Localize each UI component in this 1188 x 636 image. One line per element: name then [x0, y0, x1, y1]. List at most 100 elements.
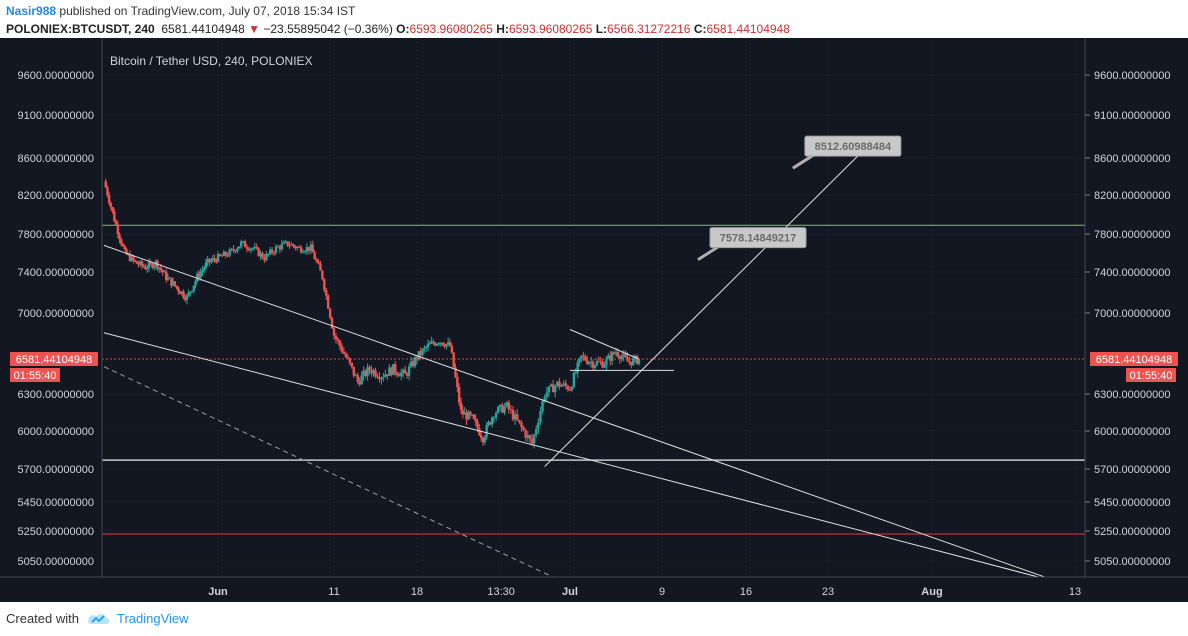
candle-body [330, 317, 334, 329]
candle-body [513, 414, 517, 420]
candle-body [632, 357, 635, 366]
candle-body [511, 409, 515, 420]
candle-body [298, 246, 301, 248]
candle-body [280, 243, 283, 250]
candle-body [216, 254, 220, 262]
candle-body [376, 376, 379, 378]
candle-body [390, 367, 393, 375]
candle-body [582, 355, 585, 357]
candle-body [199, 272, 202, 278]
candle-body [220, 255, 224, 257]
candle-body [541, 401, 544, 412]
candle-body [158, 267, 161, 269]
close-label: C: [693, 22, 707, 36]
candle-body [346, 356, 350, 359]
x-tick-label: 11 [328, 586, 339, 598]
high-label: H: [496, 22, 509, 36]
candle-body [580, 355, 583, 358]
candle-body [241, 241, 245, 243]
candle-body [591, 361, 595, 368]
candle-body [106, 187, 109, 196]
candle-body [125, 249, 128, 255]
y-tick-label-right: 6300.00000000 [1094, 389, 1170, 401]
candle-body [286, 241, 289, 246]
candle-body [587, 362, 591, 364]
candle-body [194, 281, 197, 286]
candle-body [637, 358, 641, 364]
candle-body [556, 381, 559, 387]
y-tick-label-left: 7400.00000000 [18, 267, 94, 279]
candle-body [213, 258, 216, 260]
candle-body [299, 247, 303, 253]
y-tick-label-right: 7400.00000000 [1094, 267, 1170, 279]
candle-body [574, 372, 577, 374]
candle-body [126, 254, 130, 256]
candle-body [434, 343, 437, 346]
candle-body [415, 357, 419, 360]
candle-body [454, 367, 457, 378]
candle-body [450, 345, 454, 353]
candle-body [399, 372, 403, 377]
candle-body [133, 260, 137, 262]
y-tick-label-left: 8200.00000000 [18, 190, 94, 202]
candle-body [441, 342, 444, 346]
candle-body [526, 435, 529, 438]
candle-body [166, 277, 170, 280]
candle-body [560, 385, 563, 387]
candle-body [226, 255, 229, 257]
candle-body [187, 292, 190, 296]
candle-body [196, 273, 199, 282]
candle-body [419, 351, 422, 355]
open-label: O: [396, 22, 410, 36]
y-tick-label-right: 5700.00000000 [1094, 464, 1170, 476]
candle-body [145, 268, 149, 270]
candle-body [467, 411, 470, 420]
candle-body [407, 366, 411, 376]
candle-body [445, 344, 448, 347]
candle-body [505, 402, 508, 407]
candle-body [309, 244, 312, 251]
candle-body [267, 253, 270, 255]
candle-body [116, 224, 120, 235]
candle-body [409, 361, 413, 367]
down-arrow-icon: ▼ [248, 22, 261, 36]
candle-body [171, 281, 175, 286]
candle-body [568, 389, 572, 391]
candle-body [362, 370, 365, 376]
candle-body [474, 418, 477, 422]
candle-body [348, 358, 352, 363]
candle-body [159, 267, 163, 270]
candle-body [211, 258, 215, 261]
candle-body [328, 308, 332, 318]
created-with-label: Created with [6, 611, 79, 626]
candle-body [628, 361, 631, 363]
candle-body [586, 360, 589, 364]
last-price-badge-left [10, 352, 98, 366]
candle-body [352, 366, 355, 376]
candle-body [485, 424, 488, 437]
candle-body [489, 422, 492, 425]
candle-body [128, 254, 132, 261]
footer: Created with TradingView [6, 611, 189, 626]
y-tick-label-left: 7800.00000000 [18, 229, 94, 241]
candle-body [524, 430, 527, 438]
candle-body [562, 383, 565, 386]
candle-body [121, 244, 125, 247]
candle-body [509, 409, 513, 411]
candle-body [274, 246, 278, 253]
candle-body [120, 239, 123, 245]
candle-body [622, 354, 625, 357]
candle-body [603, 365, 606, 368]
countdown-text-left: 01:55:40 [14, 370, 57, 382]
candle-body [288, 245, 291, 247]
candle-body [161, 269, 164, 273]
annotations: 8512.60988484 7578.14849217 [697, 135, 902, 261]
candle-body [232, 248, 235, 251]
author-link[interactable]: Nasir988 [6, 4, 57, 18]
tradingview-link[interactable]: TradingView [87, 611, 189, 626]
chart[interactable]: 8512.60988484 7578.14849217 9600.00000000… [0, 38, 1188, 602]
candle-body [104, 181, 107, 188]
candle-body [492, 417, 496, 419]
candle-body [130, 256, 133, 261]
candle-body [182, 291, 185, 298]
